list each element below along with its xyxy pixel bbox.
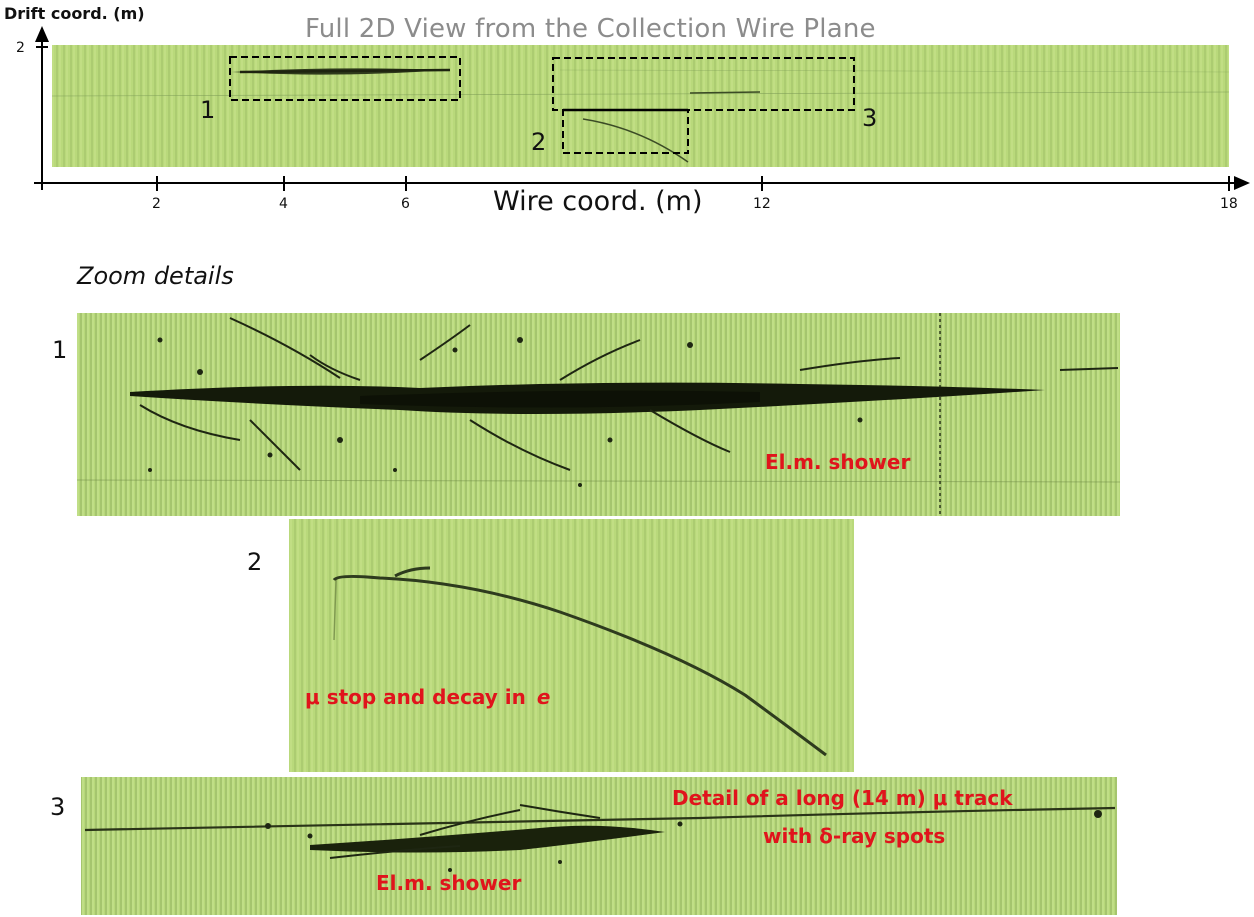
region-3-label: 3 bbox=[862, 104, 878, 132]
region-1-label: 1 bbox=[200, 96, 216, 124]
muon-track bbox=[332, 574, 827, 757]
mu-symbol: μ bbox=[305, 685, 320, 709]
wire-tick-4: 4 bbox=[279, 196, 288, 212]
muon-decay-text: stop and decay in bbox=[326, 685, 526, 709]
overview-image bbox=[52, 45, 1229, 167]
electron-symbol: e bbox=[536, 685, 551, 709]
overview-muon-track bbox=[582, 118, 689, 163]
wire-tick-12: 12 bbox=[753, 196, 771, 212]
em-shower-3 bbox=[310, 825, 665, 853]
em-shower-note-1: El.m. shower bbox=[765, 450, 911, 474]
zoom-3-number: 3 bbox=[50, 793, 66, 821]
long-muon-note-line2: with δ-ray spots bbox=[763, 824, 946, 848]
drift-tick-label: 2 bbox=[16, 40, 25, 56]
drift-axis-label: Drift coord. (m) bbox=[4, 4, 145, 23]
zoom-1-number: 1 bbox=[52, 336, 68, 364]
figure-title: Full 2D View from the Collection Wire Pl… bbox=[305, 14, 876, 44]
muon-decay-note: μ stop and decay in e bbox=[305, 685, 550, 709]
region-1-box bbox=[229, 56, 461, 101]
wire-tick-6: 6 bbox=[401, 196, 410, 212]
decay-electron-track bbox=[394, 566, 431, 578]
wire-tick-18: 18 bbox=[1220, 196, 1238, 212]
wire-axis-label: Wire coord. (m) bbox=[493, 186, 703, 217]
zoom-2-number: 2 bbox=[247, 548, 263, 576]
region-2-box bbox=[562, 109, 689, 154]
zoom-details-title: Zoom details bbox=[77, 262, 234, 290]
wire-tick-2: 2 bbox=[152, 196, 161, 212]
region-2-label: 2 bbox=[531, 128, 547, 156]
long-muon-note-line1: Detail of a long (14 m) μ track bbox=[672, 786, 1013, 810]
em-shower-note-3: El.m. shower bbox=[376, 871, 522, 895]
